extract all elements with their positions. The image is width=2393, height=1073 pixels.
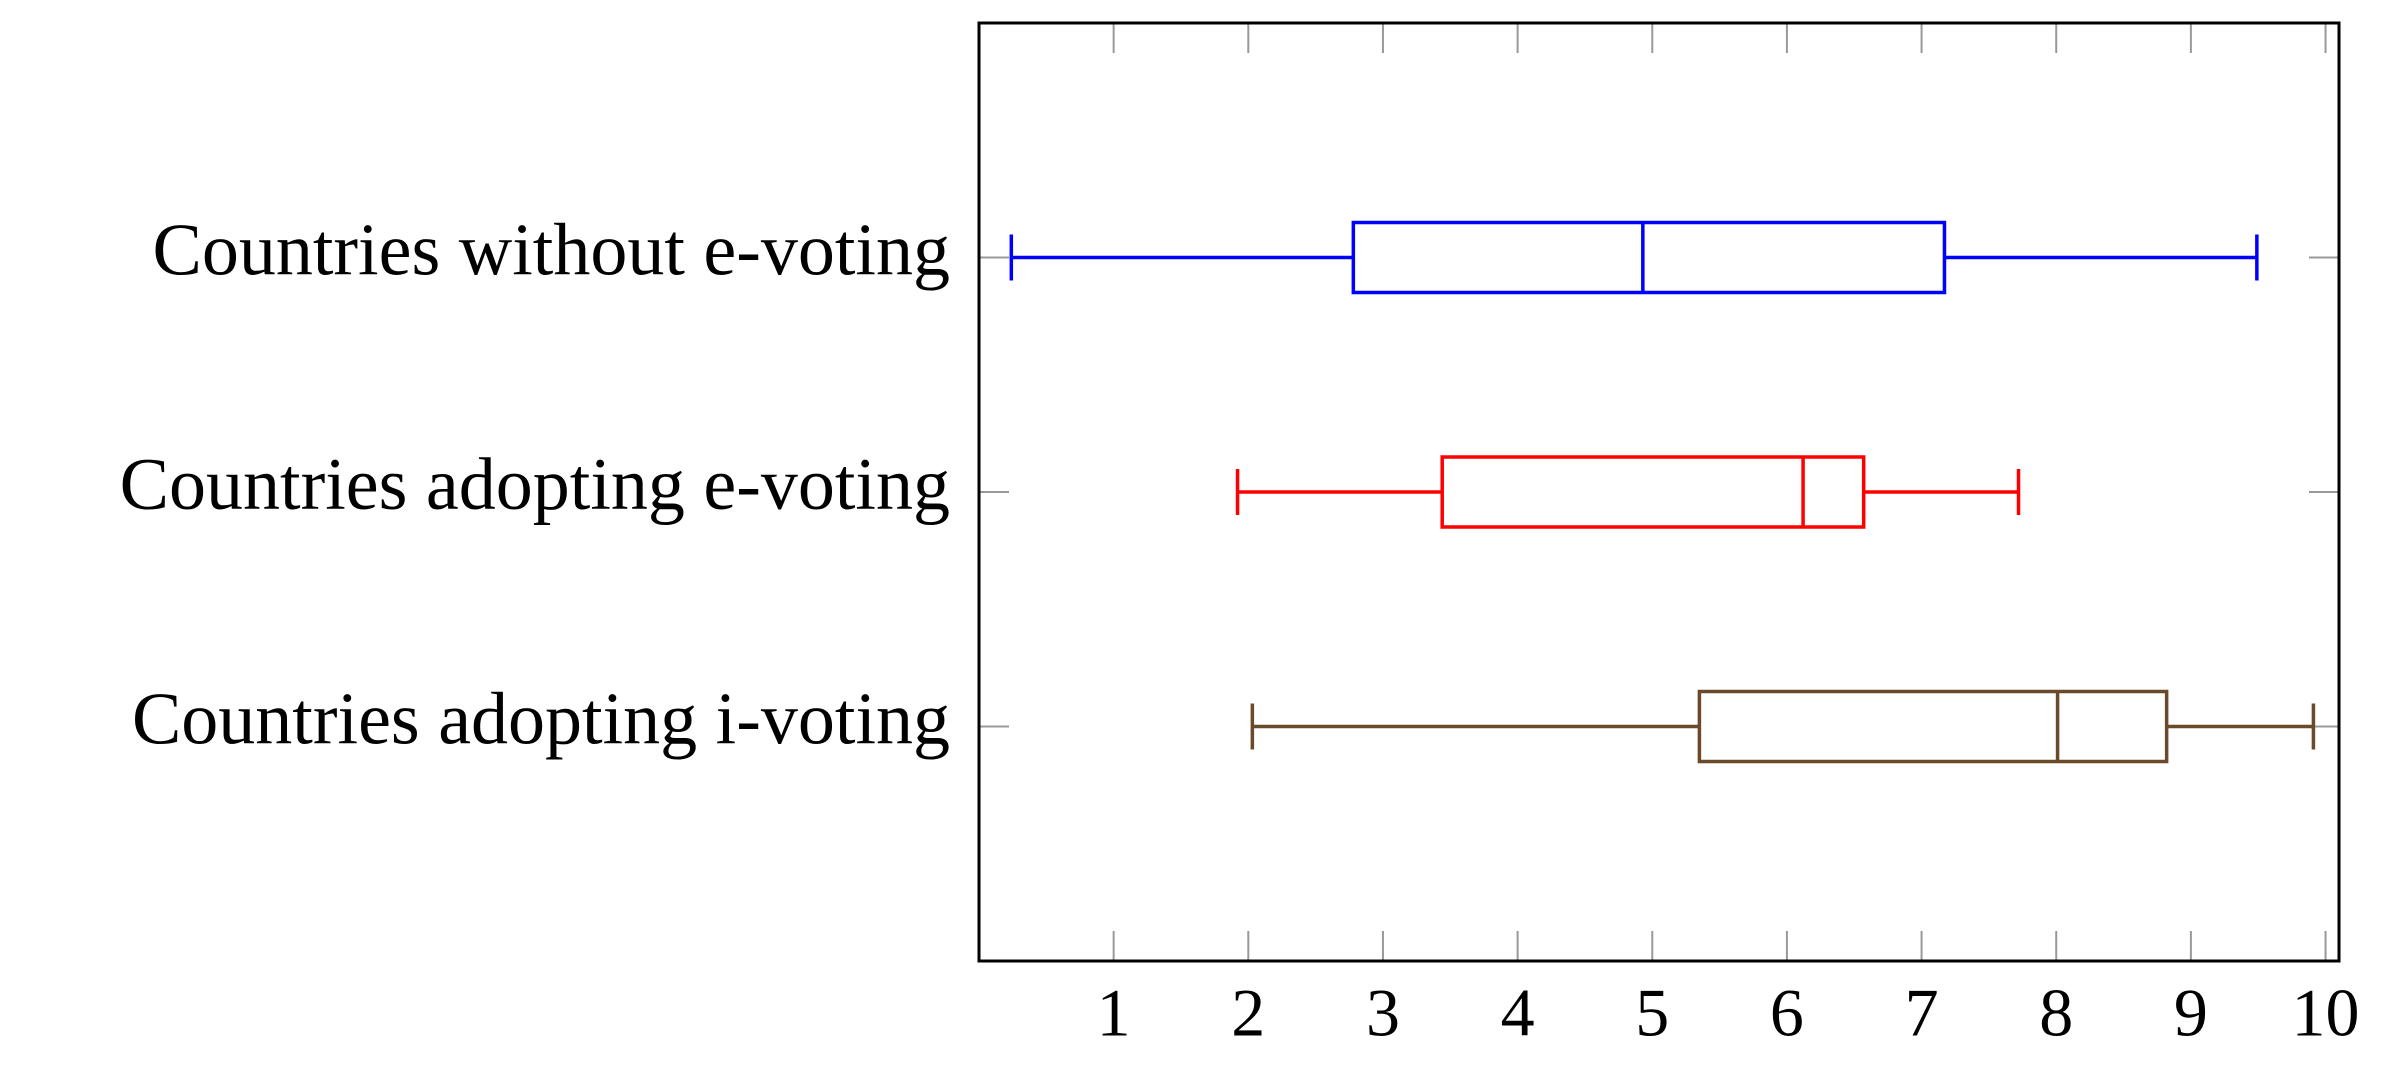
x-tick-label: 8 (2039, 975, 2073, 1051)
category-label: Countries adopting i-voting (132, 678, 950, 760)
x-tick-label: 4 (1501, 975, 1535, 1051)
x-tick-label: 2 (1231, 975, 1265, 1051)
x-tick-label: 9 (2174, 975, 2208, 1051)
box (1351, 220, 1947, 295)
x-tick-label: 6 (1770, 975, 1804, 1051)
category-label: Countries adopting e-voting (120, 444, 950, 526)
x-tick-label: 3 (1366, 975, 1400, 1051)
x-tick-label: 1 (1097, 975, 1131, 1051)
plot-frame (977, 21, 2341, 963)
x-tick-label: 7 (1905, 975, 1939, 1051)
box (1440, 455, 1866, 529)
box (1697, 689, 2169, 764)
x-tick-label: 5 (1635, 975, 1669, 1051)
category-label: Countries without e-voting (153, 209, 951, 291)
x-tick-label: 10 (2292, 975, 2360, 1051)
